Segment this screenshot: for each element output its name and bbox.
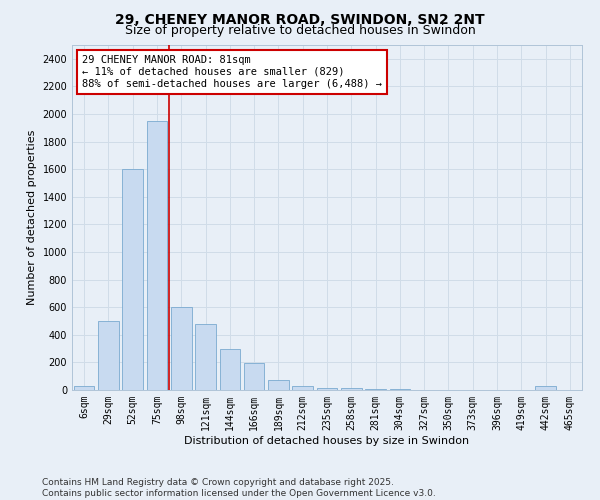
Bar bbox=[535, 386, 556, 390]
Bar bbox=[292, 386, 313, 390]
Text: Contains HM Land Registry data © Crown copyright and database right 2025.
Contai: Contains HM Land Registry data © Crown c… bbox=[42, 478, 436, 498]
Text: Size of property relative to detached houses in Swindon: Size of property relative to detached ho… bbox=[125, 24, 475, 37]
Text: 29, CHENEY MANOR ROAD, SWINDON, SN2 2NT: 29, CHENEY MANOR ROAD, SWINDON, SN2 2NT bbox=[115, 12, 485, 26]
Bar bbox=[195, 324, 216, 390]
X-axis label: Distribution of detached houses by size in Swindon: Distribution of detached houses by size … bbox=[184, 436, 470, 446]
Bar bbox=[244, 363, 265, 390]
Bar bbox=[122, 169, 143, 390]
Bar bbox=[98, 321, 119, 390]
Bar bbox=[220, 348, 240, 390]
Bar bbox=[317, 388, 337, 390]
Bar bbox=[268, 380, 289, 390]
Text: 29 CHENEY MANOR ROAD: 81sqm
← 11% of detached houses are smaller (829)
88% of se: 29 CHENEY MANOR ROAD: 81sqm ← 11% of det… bbox=[82, 56, 382, 88]
Bar bbox=[389, 388, 410, 390]
Bar bbox=[74, 386, 94, 390]
Bar bbox=[146, 121, 167, 390]
Y-axis label: Number of detached properties: Number of detached properties bbox=[27, 130, 37, 305]
Bar bbox=[171, 307, 191, 390]
Bar bbox=[365, 388, 386, 390]
Bar bbox=[341, 388, 362, 390]
